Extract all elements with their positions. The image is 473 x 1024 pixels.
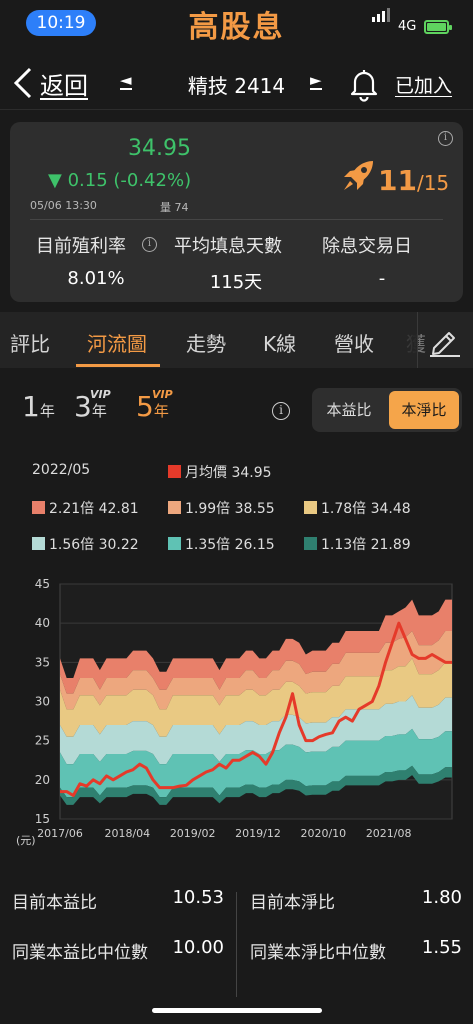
industry-pb-median-label: 同業本淨比中位數 [250,943,386,963]
score: 11/15 [378,164,449,197]
legend-date: 2022/05 [32,462,91,478]
tab-kline[interactable]: K線 [263,332,297,356]
tab-river-chart[interactable]: 河流圖 [87,332,147,356]
vip-badge: VIP [152,388,173,401]
added-watchlist-button[interactable]: 已加入 [395,75,453,97]
x-tick-label: 2021/08 [366,827,412,840]
vip-badge: VIP [90,388,111,401]
y-unit-label: (元) [16,834,36,847]
y-tick-label: 40 [35,616,50,630]
period-3y[interactable]: 3年 VIP [74,388,111,423]
score-numerator: 11 [378,164,417,197]
legend-swatch [32,537,45,550]
pe-ratio-option[interactable]: 本益比 [326,401,372,419]
stock-name: 精技 2414 [187,74,286,98]
river-band-1 [60,599,452,694]
legend-band-5: 1.35倍 26.15 [168,534,275,554]
y-tick-label: 20 [35,773,50,787]
river-band-5 [60,728,452,798]
quote-card: 34.95 ▼ 0.15 (-0.42%) 05/06 13:30 量 74 i… [10,122,463,302]
industry-pe-median-label: 同業本益比中位數 [12,943,148,963]
period-1y[interactable]: 1年 [22,390,55,423]
river-band-3 [60,658,452,737]
ratio-toggle: 本益比 本淨比 [312,388,462,432]
yield-info-icon[interactable]: i [142,237,157,252]
avg-fill-days-value: 115天 [209,272,263,293]
ex-dividend-value: - [378,268,386,289]
industry-pb-median-value: 1.55 [421,937,462,958]
legend-swatch [304,537,317,550]
period-5y[interactable]: 5年 VIP [136,388,173,423]
back-button[interactable]: 返回 [40,72,88,100]
legend-swatch [168,537,181,550]
price-change: ▼ 0.15 (-0.42%) [48,170,192,191]
y-tick-label: 25 [35,734,50,748]
bell-icon[interactable] [346,66,382,102]
edit-pencil-icon[interactable] [428,324,462,358]
quote-datetime: 05/06 13:30 [30,199,97,212]
stats-divider [236,892,237,997]
pb-ratio-option[interactable]: 本淨比 [389,391,459,429]
legend-swatch [168,501,181,514]
back-chevron-icon[interactable] [12,66,34,100]
x-tick-label: 2018/04 [104,827,150,840]
avg-fill-days-label: 平均填息天數 [174,236,282,257]
y-tick-label: 45 [35,577,50,591]
score-denominator: /15 [416,171,450,195]
river-band-6 [60,765,452,805]
nav-bar: 返回 ◄ 精技 2414 ► 已加入 [0,56,473,110]
period-info-icon[interactable]: i [272,402,290,420]
tab-revenue[interactable]: 營收 [334,332,374,356]
legend-band-4: 1.56倍 30.22 [32,534,139,554]
tab-trend[interactable]: 走勢 [186,332,226,356]
river-band-2 [60,631,452,710]
rocket-icon [344,161,373,190]
current-pb-label: 目前本淨比 [250,893,335,913]
tab-bar: 評比 河流圖 走勢 K線 營收 獲 [0,312,473,368]
active-tab-indicator [76,364,160,367]
legend-price: 月均價 34.95 [168,462,272,482]
x-tick-label: 2017/06 [37,827,83,840]
y-tick-label: 35 [35,655,50,669]
current-pb-value: 1.80 [421,887,462,908]
current-pe-label: 目前本益比 [12,893,97,913]
battery-icon [424,20,452,34]
y-tick-label: 30 [35,695,50,709]
yield-value: 8.01% [67,268,125,289]
industry-pe-median-value: 10.00 [172,937,224,958]
prev-stock-icon[interactable]: ◄ [120,71,132,90]
price-line [60,621,452,797]
x-tick-label: 2019/02 [170,827,216,840]
status-bar: 10:19 高股息 4G [0,0,473,46]
legend-swatch [32,501,45,514]
quote-volume: 量 74 [160,201,189,214]
status-time: 10:19 [26,10,96,36]
tab-rating[interactable]: 評比 [10,332,50,356]
stock-price: 34.95 [128,136,191,161]
river-chart[interactable]: 15 20 25 30 35 40 45 2017/06 2018/04 2019/02 2019/… [0,572,473,850]
ex-dividend-label: 除息交易日 [322,236,412,257]
current-pe-value: 10.53 [172,887,224,908]
river-band-4 [60,695,452,765]
legend-band-1: 2.21倍 42.81 [32,498,139,518]
card-divider [30,219,443,220]
legend-swatch [304,501,317,514]
legend-band-3: 1.78倍 34.48 [304,498,411,518]
app-title: 高股息 [188,10,285,45]
x-tick-label: 2020/10 [300,827,346,840]
network-label: 4G [398,19,417,34]
legend-band-2: 1.99倍 38.55 [168,498,275,518]
y-tick-label: 15 [35,812,50,826]
legend-band-6: 1.13倍 21.89 [304,534,411,554]
x-tick-label: 2019/12 [235,827,281,840]
yield-label: 目前殖利率 [36,236,126,257]
home-indicator [152,1008,322,1013]
legend-swatch [168,465,181,478]
next-stock-icon[interactable]: ► [310,71,322,90]
card-info-icon[interactable]: i [438,131,453,146]
